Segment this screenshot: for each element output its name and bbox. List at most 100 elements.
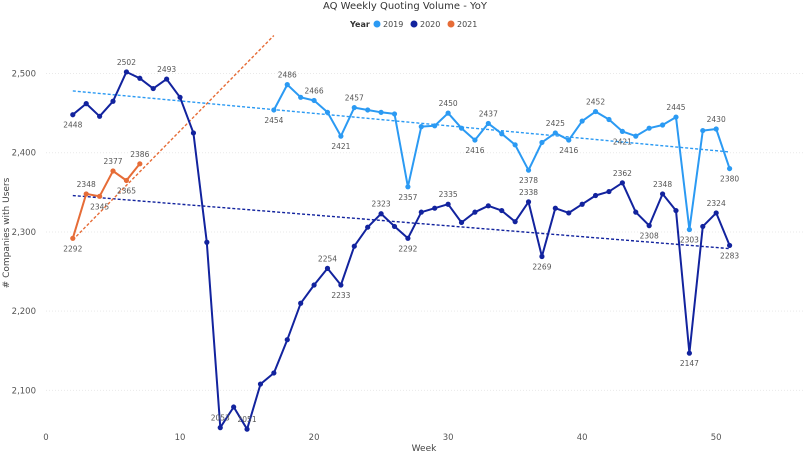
data-point-2019[interactable] [606,116,612,123]
data-point-2019[interactable] [485,120,491,127]
data-point-2020[interactable] [619,180,625,186]
series-line-2019[interactable] [273,83,731,231]
data-point-2019[interactable] [552,130,558,136]
data-point-2020[interactable] [646,223,652,229]
data-point-2020[interactable] [311,282,317,288]
data-point-2020[interactable] [298,300,304,306]
data-point-2021[interactable] [137,161,143,167]
data-point-2020[interactable] [579,201,585,207]
data-point-2020[interactable] [137,75,143,81]
data-point-2019[interactable] [365,107,371,113]
data-point-2021[interactable] [70,235,76,241]
data-point-2020[interactable] [150,85,156,92]
data-point-2019[interactable] [686,226,692,233]
data-point-2021[interactable] [83,191,89,197]
data-point-2019[interactable] [338,133,344,139]
data-point-2020[interactable] [164,76,170,82]
data-point-2020[interactable] [552,205,558,211]
data-point-2020[interactable] [686,350,692,356]
series-line-2021[interactable] [71,163,141,239]
data-point-2020[interactable] [190,130,197,136]
x-tick-label: 30 [443,433,454,443]
legend[interactable]: Year 2019 2020 2021 [349,20,477,29]
data-point-2019[interactable] [324,109,331,115]
data-point-2020[interactable] [606,188,612,195]
data-point-2019[interactable] [378,109,384,115]
legend-item-2021[interactable]: 2021 [457,20,477,29]
data-point-2020[interactable] [365,224,371,230]
data-point-2020[interactable] [257,381,264,387]
data-point-2019[interactable] [271,107,277,113]
data-point-2020[interactable] [177,94,183,100]
data-point-2019[interactable] [700,127,706,134]
data-point-2019[interactable] [472,137,478,143]
data-point-2020[interactable] [284,337,290,343]
data-point-2019[interactable] [592,108,599,115]
data-point-2020[interactable] [338,282,344,288]
data-point-2019[interactable] [713,126,719,132]
data-point-2020[interactable] [633,209,639,215]
data-point-2020[interactable] [700,223,706,230]
data-point-2021[interactable] [97,193,103,199]
data-point-2020[interactable] [499,207,505,214]
data-point-2020[interactable] [566,210,572,216]
data-point-2019[interactable] [726,165,733,172]
data-point-2020[interactable] [271,370,277,376]
data-point-2020[interactable] [97,113,103,119]
data-point-2019[interactable] [633,133,639,139]
data-point-2020[interactable] [592,192,599,199]
data-point-2020[interactable] [673,207,679,214]
data-point-2020[interactable] [391,223,398,230]
data-point-2019[interactable] [566,137,572,143]
data-point-2019[interactable] [351,104,357,111]
data-point-2020[interactable] [123,69,130,75]
data-point-2020[interactable] [110,98,116,104]
data-point-2019[interactable] [418,124,424,130]
data-point-2020[interactable] [726,242,733,249]
data-point-2020[interactable] [485,203,491,209]
data-point-2019[interactable] [512,142,518,148]
data-point-2020[interactable] [472,209,478,215]
data-point-2019[interactable] [525,167,532,173]
data-point-2019[interactable] [619,128,625,134]
legend-item-2020[interactable]: 2020 [420,20,440,29]
data-point-2020[interactable] [418,209,424,215]
legend-item-2019[interactable]: 2019 [383,20,403,29]
data-point-2020[interactable] [217,425,223,431]
data-point-2020[interactable] [324,265,331,271]
data-point-2019[interactable] [311,97,317,104]
data-point-2020[interactable] [445,201,451,207]
data-point-2020[interactable] [713,210,719,216]
data-point-2020[interactable] [378,211,384,217]
data-point-2019[interactable] [284,82,290,88]
data-point-2020[interactable] [244,426,250,432]
data-point-2021[interactable] [123,177,130,184]
data-point-2019[interactable] [499,131,505,137]
series-line-2020[interactable] [72,70,731,431]
data-point-2020[interactable] [70,112,76,118]
data-point-2019[interactable] [458,125,465,131]
data-point-2019[interactable] [298,94,304,100]
data-point-2020[interactable] [525,199,532,205]
data-point-2019[interactable] [391,111,398,117]
data-point-2020[interactable] [458,219,465,226]
data-point-2019[interactable] [646,125,652,131]
data-point-2020[interactable] [512,219,518,225]
data-point-2019[interactable] [539,139,545,146]
data-point-2020[interactable] [659,191,666,197]
data-point-2021[interactable] [110,168,116,174]
data-point-2019[interactable] [405,184,411,190]
data-point-2019[interactable] [445,110,451,116]
data-point-2019[interactable] [659,122,666,128]
data-point-2019[interactable] [579,118,585,124]
data-point-2020[interactable] [432,205,438,211]
data-point-2020[interactable] [405,235,411,241]
data-point-2020[interactable] [351,243,357,249]
y-tick-label: 2,200 [12,307,36,317]
data-point-2020[interactable] [83,101,89,107]
data-point-2019[interactable] [673,114,679,120]
data-point-2020[interactable] [231,404,237,410]
data-point-2019[interactable] [432,123,438,129]
data-point-2020[interactable] [539,253,545,260]
data-point-2020[interactable] [204,239,210,245]
